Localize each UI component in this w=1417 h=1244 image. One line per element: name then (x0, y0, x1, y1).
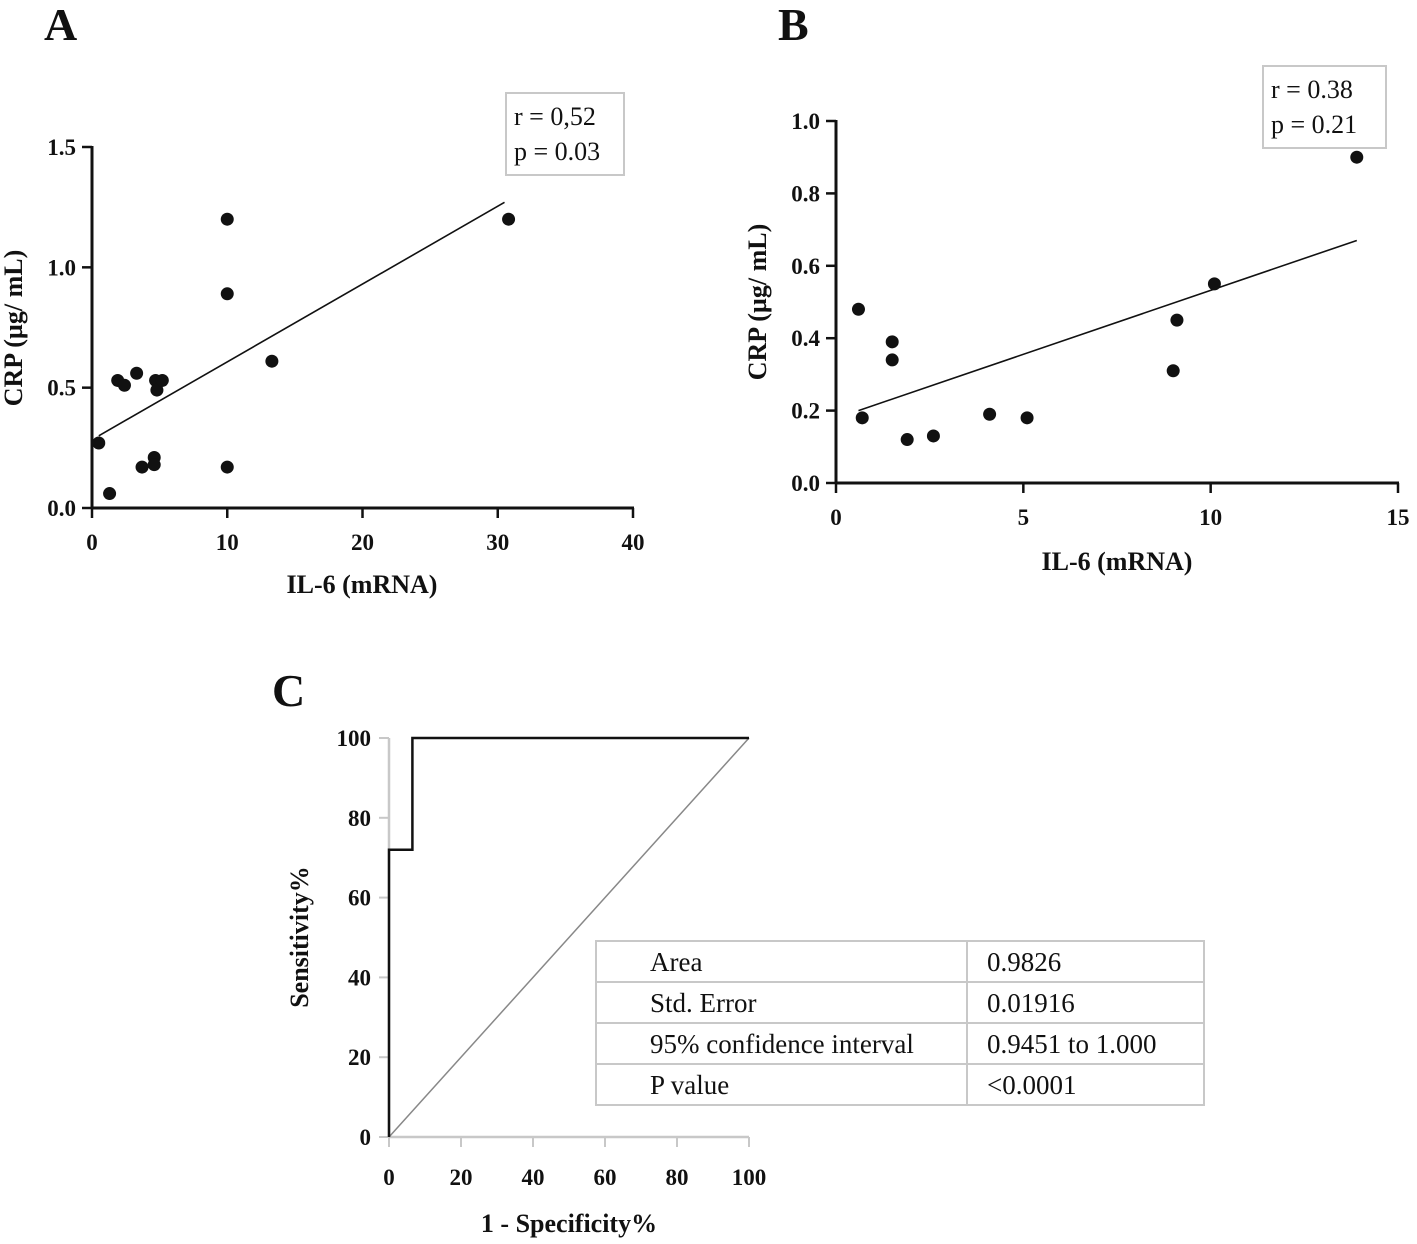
table-label: Area (650, 947, 702, 977)
x-axis-title: 1 - Specificity% (481, 1209, 657, 1238)
p-value: p = 0.21 (1271, 110, 1357, 139)
p-value: p = 0.03 (514, 137, 600, 166)
y-axis-title: CRP (µg/ mL) (0, 250, 28, 407)
reference-diagonal (388, 737, 750, 1138)
y-tick-label: 1.0 (47, 255, 76, 280)
data-point (220, 212, 234, 226)
data-point (1020, 411, 1034, 425)
y-tick-label: 0.4 (791, 326, 820, 351)
data-point (851, 302, 865, 316)
data-point (147, 458, 161, 472)
data-point (1166, 364, 1180, 378)
data-point (885, 335, 899, 349)
y-tick-label: 0.0 (791, 471, 820, 496)
y-tick-label: 0.2 (791, 399, 820, 424)
data-point (1350, 150, 1364, 164)
y-tick-label: 0 (360, 1125, 372, 1150)
x-tick-label: 0 (86, 530, 98, 555)
data-point (1170, 313, 1184, 327)
x-tick-label: 20 (450, 1165, 473, 1190)
x-tick-label: 40 (522, 1165, 545, 1190)
x-tick-label: 5 (1018, 505, 1030, 530)
y-axis-title: CRP (µg/ mL) (743, 224, 772, 381)
data-point (130, 366, 144, 380)
panel-letter: B (778, 0, 809, 50)
y-tick-label: 60 (348, 886, 371, 911)
x-tick-label: 30 (486, 530, 509, 555)
data-point (502, 212, 516, 226)
panel-c: C 0 20 40 60 80 100 0 20 40 60 80 100 1 - Specificity… (272, 665, 1205, 1238)
table-value: 0.9826 (987, 947, 1061, 977)
regression-line (858, 239, 1358, 412)
data-point (92, 436, 106, 450)
correlation-r: r = 0,52 (514, 102, 596, 131)
y-tick-label: 100 (337, 726, 372, 751)
y-tick-label: 80 (348, 806, 371, 831)
data-point (135, 460, 149, 474)
x-tick-label: 15 (1387, 505, 1410, 530)
stats-box (1262, 65, 1387, 149)
panel-letter: C (272, 665, 305, 716)
table-label: 95% confidence interval (650, 1029, 914, 1059)
data-point (117, 378, 131, 392)
data-point (855, 411, 869, 425)
data-point (150, 383, 164, 397)
table-label: Std. Error (650, 988, 756, 1018)
panel-letter: A (44, 0, 77, 50)
x-tick-label: 100 (732, 1165, 767, 1190)
data-point (900, 433, 914, 447)
x-tick-label: 20 (351, 530, 374, 555)
data-point (926, 429, 940, 443)
x-axis-title: IL-6 (mRNA) (1042, 547, 1193, 576)
x-tick-label: 40 (622, 530, 645, 555)
x-tick-label: 10 (1199, 505, 1222, 530)
table-label: P value (650, 1070, 729, 1100)
x-tick-label: 0 (383, 1165, 395, 1190)
y-tick-label: 1.0 (791, 109, 820, 134)
roc-curve (387, 736, 749, 1137)
data-point (220, 460, 234, 474)
x-tick-label: 10 (216, 530, 239, 555)
data-point (103, 487, 117, 501)
y-tick-label: 0.6 (791, 254, 820, 279)
x-tick-label: 80 (666, 1165, 689, 1190)
data-point (983, 407, 997, 421)
data-point (1207, 277, 1221, 291)
table-value: 0.9451 to 1.000 (987, 1029, 1157, 1059)
y-tick-label: 20 (348, 1045, 371, 1070)
table-value: <0.0001 (987, 1070, 1076, 1100)
data-point (220, 287, 234, 301)
x-axis-title: IL-6 (mRNA) (287, 570, 438, 599)
panel-a: A 0 10 20 30 40 0.0 0.5 1.0 1.5 IL-6 (mRNA) CRP (µg… (0, 0, 645, 599)
x-tick-label: 0 (830, 505, 842, 530)
table-value: 0.01916 (987, 988, 1075, 1018)
y-tick-label: 1.5 (47, 135, 76, 160)
stats-box (505, 92, 625, 176)
y-tick-label: 0.5 (47, 376, 76, 401)
regression-line (98, 201, 505, 437)
correlation-r: r = 0.38 (1271, 75, 1353, 104)
y-tick-label: 0.8 (791, 181, 820, 206)
data-point (265, 354, 279, 368)
y-axis-title: Sensitivity% (285, 866, 314, 1008)
y-tick-label: 0.0 (47, 496, 76, 521)
y-tick-label: 40 (348, 965, 371, 990)
data-point (155, 373, 169, 387)
data-point (885, 353, 899, 367)
panel-b: B 0 5 10 15 0.0 0.2 0.4 0.6 0.8 1.0 IL-6 (mRNA) CRP … (743, 0, 1410, 576)
x-tick-label: 60 (594, 1165, 617, 1190)
